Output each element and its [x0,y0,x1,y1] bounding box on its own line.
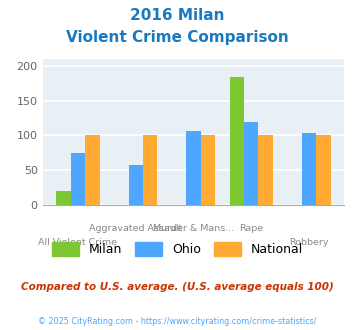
Bar [201,135,215,205]
Text: Murder & Mans...: Murder & Mans... [153,224,234,233]
Bar [316,135,331,205]
Bar [85,135,100,205]
Bar [186,131,201,205]
Text: © 2025 CityRating.com - https://www.cityrating.com/crime-statistics/: © 2025 CityRating.com - https://www.city… [38,317,317,326]
Text: Compared to U.S. average. (U.S. average equals 100): Compared to U.S. average. (U.S. average … [21,282,334,292]
Text: Robbery: Robbery [289,238,329,247]
Bar [129,165,143,205]
Text: Rape: Rape [239,224,263,233]
Legend: Milan, Ohio, National: Milan, Ohio, National [47,237,308,261]
Text: 2016 Milan: 2016 Milan [130,8,225,23]
Bar [56,191,71,205]
Bar [302,133,316,205]
Bar [258,135,273,205]
Text: Violent Crime Comparison: Violent Crime Comparison [66,30,289,45]
Text: Aggravated Assault: Aggravated Assault [89,224,182,233]
Text: All Violent Crime: All Violent Crime [38,238,118,247]
Bar [143,135,157,205]
Bar [244,122,258,205]
Bar [71,153,85,205]
Bar [230,77,244,205]
